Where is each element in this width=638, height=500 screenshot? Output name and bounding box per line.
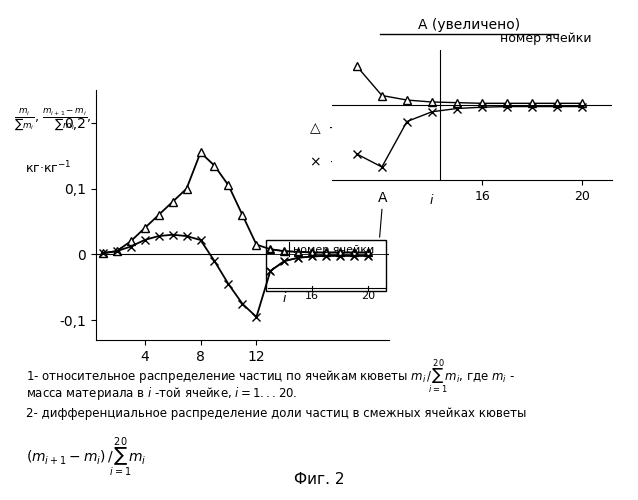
Text: масса материала в $i$ -той ячейке, $i=1...20$.: масса материала в $i$ -той ячейке, $i=1.… [26, 385, 297, 402]
Text: 16: 16 [306, 292, 319, 302]
Text: 1- относительное распределение частиц по ячейкам кюветы $m_i\,/\!\sum_{i=1}^{20}: 1- относительное распределение частиц по… [26, 358, 514, 396]
Text: A: A [378, 191, 387, 205]
Text: кг·кг$^{-1}$: кг·кг$^{-1}$ [26, 160, 71, 176]
Text: $(m_{i+1}-m_i)\,/\!\sum_{i=1}^{20}\!m_i$: $(m_{i+1}-m_i)\,/\!\sum_{i=1}^{20}\!m_i$ [26, 435, 146, 479]
Text: номер ячейки: номер ячейки [500, 32, 591, 45]
Text: 2- дифференциальное распределение доли частиц в смежных ячейках кюветы: 2- дифференциальное распределение доли ч… [26, 408, 526, 420]
Bar [266, 240, 387, 290]
Text: номер ячейки: номер ячейки [293, 244, 374, 254]
Text: $\frac{m_i}{\sum m_i}$, $\frac{m_{i+1}-m_i}{\sum m_i}$,: $\frac{m_i}{\sum m_i}$, $\frac{m_{i+1}-m… [13, 108, 91, 132]
Text: А (увеличено): А (увеличено) [418, 18, 520, 32]
Text: ×  -2: × -2 [310, 155, 344, 169]
Text: $i$: $i$ [281, 292, 287, 306]
Text: 20: 20 [361, 292, 375, 302]
Text: △  -1: △ -1 [310, 120, 343, 134]
Text: Фиг. 2: Фиг. 2 [293, 472, 345, 488]
Text: $i$: $i$ [429, 193, 434, 207]
